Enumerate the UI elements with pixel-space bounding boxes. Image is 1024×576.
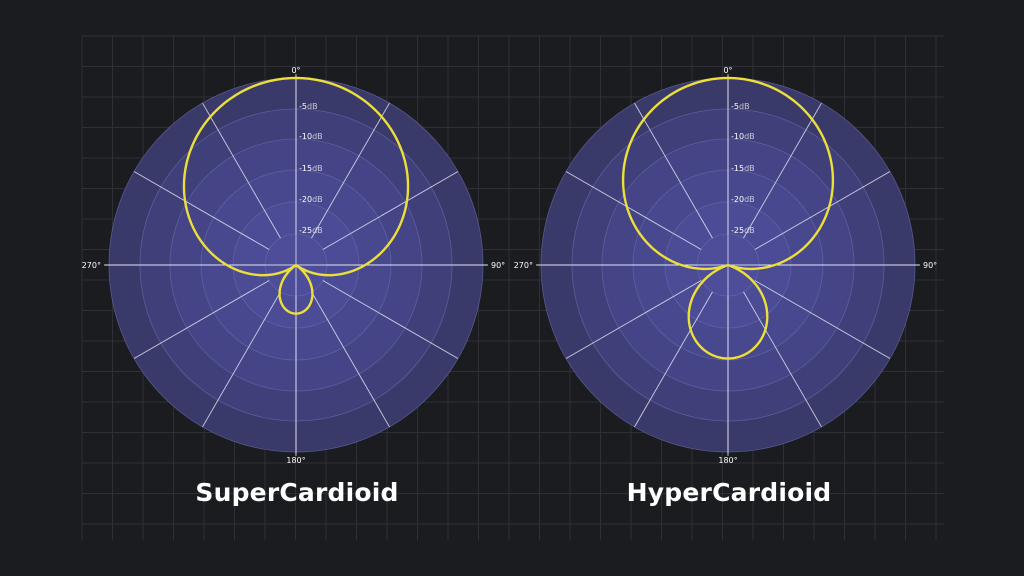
hypercardioid-title: HyperCardioid [626, 478, 832, 507]
polar-spoke [133, 280, 270, 359]
angle-label-270: 270° [82, 261, 101, 270]
hypercardioid-response-curve [621, 76, 835, 360]
polar-spoke [311, 291, 390, 428]
angle-label-90: 90° [923, 261, 937, 270]
angle-label-180: 180° [286, 456, 305, 465]
supercardioid-response-curve [182, 76, 410, 315]
polar-spoke [634, 291, 713, 428]
polar-spoke [565, 171, 702, 250]
angle-label-270: 270° [514, 261, 533, 270]
hypercardioid-polar-plot: 0° 90° 180° 270° -5dB -10dB -15dB -20dB -25dB [514, 66, 937, 465]
angle-label-0: 0° [723, 66, 732, 75]
polar-spoke [743, 291, 822, 428]
polar-spoke [322, 280, 459, 359]
angle-label-90: 90° [491, 261, 505, 270]
polar-spoke [202, 102, 281, 239]
db-label: -5dB [299, 102, 318, 111]
polar-spoke [634, 102, 713, 239]
db-label: -15dB [731, 164, 755, 173]
polar-spoke [311, 102, 390, 239]
angle-label-180: 180° [718, 456, 737, 465]
db-label: -25dB [299, 226, 323, 235]
supercardioid-title: SuperCardioid [195, 478, 399, 507]
db-label: -10dB [299, 132, 323, 141]
polar-spoke [754, 171, 891, 250]
polar-spoke [565, 280, 702, 359]
polar-spoke [202, 291, 281, 428]
db-label: -15dB [299, 164, 323, 173]
polar-spoke [743, 102, 822, 239]
polar-spoke [133, 171, 270, 250]
supercardioid-polar-plot: 0° 90° 180° 270° -5dB -10dB -15dB -20dB -25dB [82, 66, 505, 465]
db-label: -5dB [731, 102, 750, 111]
polar-spoke [754, 280, 891, 359]
angle-label-0: 0° [291, 66, 300, 75]
db-label: -25dB [731, 226, 755, 235]
db-label: -20dB [299, 195, 323, 204]
polar-spoke [322, 171, 459, 250]
db-label: -10dB [731, 132, 755, 141]
db-label: -20dB [731, 195, 755, 204]
